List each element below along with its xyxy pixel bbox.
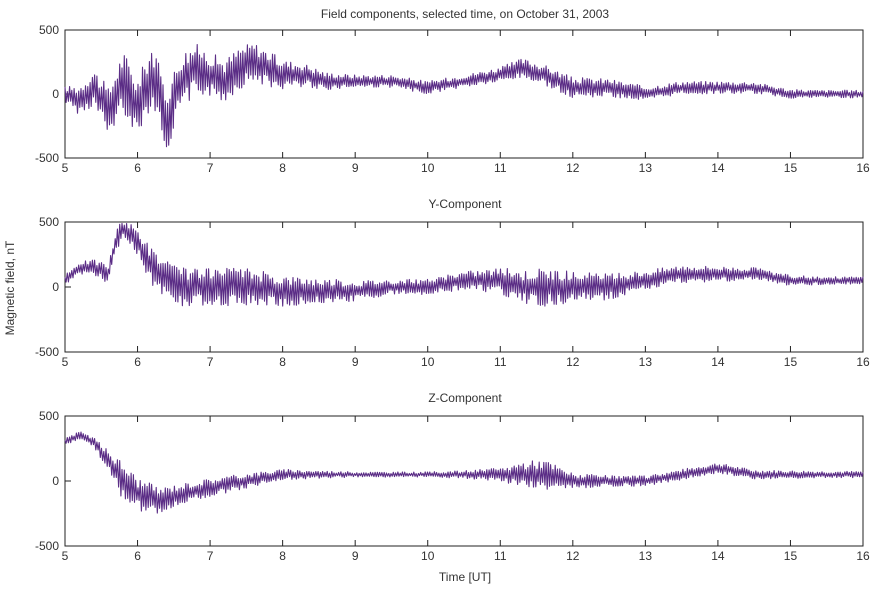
x-tick-label: 13 [639, 549, 653, 563]
panel-1-trace [64, 43, 864, 148]
y-tick-label: 500 [39, 409, 59, 423]
x-tick-label: 12 [566, 161, 580, 175]
panel-2-title: Y-Component [429, 197, 503, 211]
x-tick-label: 14 [711, 549, 725, 563]
x-tick-label: 13 [639, 355, 653, 369]
panel-3-trace [64, 431, 864, 514]
x-tick-label: 9 [352, 161, 359, 175]
y-tick-label: 500 [39, 215, 59, 229]
panel-total-field: 5 6 7 8 9 10 11 12 13 14 15 16 500 0 -500 [35, 23, 870, 175]
x-tick-label: 11 [494, 355, 507, 369]
panel-1-axes [64, 29, 864, 159]
x-tick-label: 16 [856, 161, 870, 175]
x-tick-label: 16 [856, 355, 870, 369]
panel-3-axes [64, 415, 864, 547]
panel-y-component: Y-Component 5 6 7 8 9 10 11 12 13 14 15 16 500 0 -500 [35, 197, 870, 369]
x-tick-label: 11 [494, 549, 507, 563]
x-tick-label: 14 [711, 161, 725, 175]
x-tick-label: 7 [207, 161, 214, 175]
y-tick-label: -500 [35, 539, 59, 553]
y-axis-label: Magnetic field, nT [3, 240, 17, 335]
x-tick-label: 12 [566, 355, 580, 369]
x-tick-label: 5 [62, 161, 69, 175]
x-tick-label: 15 [784, 549, 798, 563]
x-tick-label: 15 [784, 355, 798, 369]
panel-3-title: Z-Component [428, 391, 502, 405]
y-tick-label: 0 [52, 87, 59, 101]
panel-2-ticks: 5 6 7 8 9 10 11 12 13 14 15 16 500 0 -500 [35, 215, 870, 369]
x-tick-label: 6 [134, 549, 141, 563]
x-tick-label: 6 [134, 161, 141, 175]
x-tick-label: 7 [207, 355, 214, 369]
y-tick-label: 0 [52, 474, 59, 488]
y-tick-label: -500 [35, 151, 59, 165]
x-tick-label: 9 [352, 355, 359, 369]
panel-1-ticks: 5 6 7 8 9 10 11 12 13 14 15 16 500 0 -500 [35, 23, 870, 175]
x-tick-label: 16 [856, 549, 870, 563]
x-tick-label: 12 [566, 549, 580, 563]
x-tick-label: 10 [421, 549, 435, 563]
x-tick-label: 8 [279, 355, 286, 369]
x-tick-label: 10 [421, 355, 435, 369]
panel-z-component: Z-Component 5 6 7 8 9 10 11 12 13 14 15 16 500 0 -500 [35, 391, 870, 563]
panel-2-trace [64, 222, 864, 307]
x-tick-label: 8 [279, 161, 286, 175]
x-tick-label: 10 [421, 161, 435, 175]
x-tick-label: 5 [62, 355, 69, 369]
y-tick-label: -500 [35, 345, 59, 359]
panel-3-ticks: 5 6 7 8 9 10 11 12 13 14 15 16 500 0 -500 [35, 409, 870, 563]
x-tick-label: 8 [279, 549, 286, 563]
x-axis-label: Time [UT] [439, 570, 491, 584]
x-tick-label: 13 [639, 161, 653, 175]
x-tick-label: 11 [494, 161, 507, 175]
x-tick-label: 6 [134, 355, 141, 369]
y-tick-label: 500 [39, 23, 59, 37]
x-tick-label: 5 [62, 549, 69, 563]
x-tick-label: 15 [784, 161, 798, 175]
figure-title: Field components, selected time, on Octo… [321, 7, 609, 21]
y-tick-label: 0 [52, 280, 59, 294]
x-tick-label: 7 [207, 549, 214, 563]
x-tick-label: 9 [352, 549, 359, 563]
x-tick-label: 14 [711, 355, 725, 369]
